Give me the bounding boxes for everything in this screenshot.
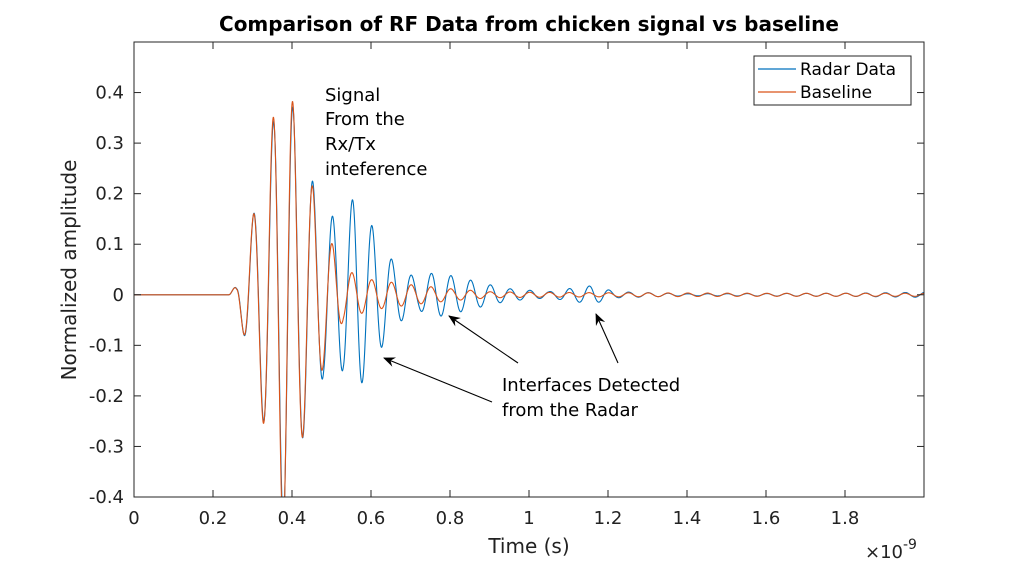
legend-label-radar-data: Radar Data (800, 60, 896, 80)
x-tick-label: 0.4 (278, 508, 307, 529)
series-line-baseline (134, 101, 924, 497)
x-tick-label: 1.6 (752, 508, 781, 529)
ticks-layer: 0 0.2 0.4 0.6 0.8 1 1.2 1.4 1.6 1.8 -0.4 -0.3 -0.2 -0… (89, 42, 924, 529)
annotation-signal-line: From the (325, 109, 405, 130)
series-layer (134, 101, 924, 497)
y-tick-label: -0.1 (89, 335, 124, 356)
x-tick-label: 1.2 (594, 508, 623, 529)
y-tick-label: 0.3 (95, 133, 124, 154)
annotation-arrows (383, 313, 619, 403)
x-exponent-power: -9 (903, 537, 917, 553)
x-tick-label: 0.6 (357, 508, 386, 529)
annotation-signal-line: inteference (325, 159, 427, 180)
x-tick-label: 1 (523, 508, 534, 529)
annotation-interfaces-text: Interfaces Detected from the Radar (502, 375, 686, 421)
y-tick-label: -0.2 (89, 386, 124, 407)
y-tick-label: -0.3 (89, 436, 124, 457)
y-axis-label: Normalized amplitude (57, 160, 81, 381)
x-tick-label: 1.4 (673, 508, 702, 529)
annotation-interfaces-line: from the Radar (502, 400, 638, 421)
annotation-signal-line: Rx/Tx (325, 134, 376, 155)
annotation-signal-text: Signal From the Rx/Tx inteference (325, 85, 427, 180)
chart-title: Comparison of RF Data from chicken signa… (219, 12, 839, 36)
legend: Radar Data Baseline (753, 55, 912, 106)
y-tick-label: 0 (113, 285, 124, 306)
legend-box (753, 55, 912, 106)
y-tick-label: 0.1 (95, 234, 124, 255)
annotation-interfaces-line: Interfaces Detected (502, 375, 680, 396)
x-tick-label: 0 (128, 508, 139, 529)
x-tick-label: 1.8 (831, 508, 860, 529)
x-exponent-label: ×10-9 (865, 537, 917, 562)
x-tick-label: 0.8 (436, 508, 465, 529)
y-tick-label: 0.2 (95, 184, 124, 205)
plot-area (134, 42, 924, 497)
y-tick-label: -0.4 (89, 487, 124, 508)
y-tick-label: 0.4 (95, 83, 124, 104)
x-axis-label: Time (s) (487, 534, 569, 558)
annotation-arrow-1 (383, 357, 493, 403)
annotation-arrow-3 (595, 313, 619, 364)
annotation-arrow-2 (448, 315, 519, 364)
x-tick-label: 0.2 (199, 508, 228, 529)
x-exponent-base: ×10 (865, 542, 903, 562)
legend-label-baseline: Baseline (800, 83, 872, 103)
annotation-signal-line: Signal (325, 85, 380, 106)
